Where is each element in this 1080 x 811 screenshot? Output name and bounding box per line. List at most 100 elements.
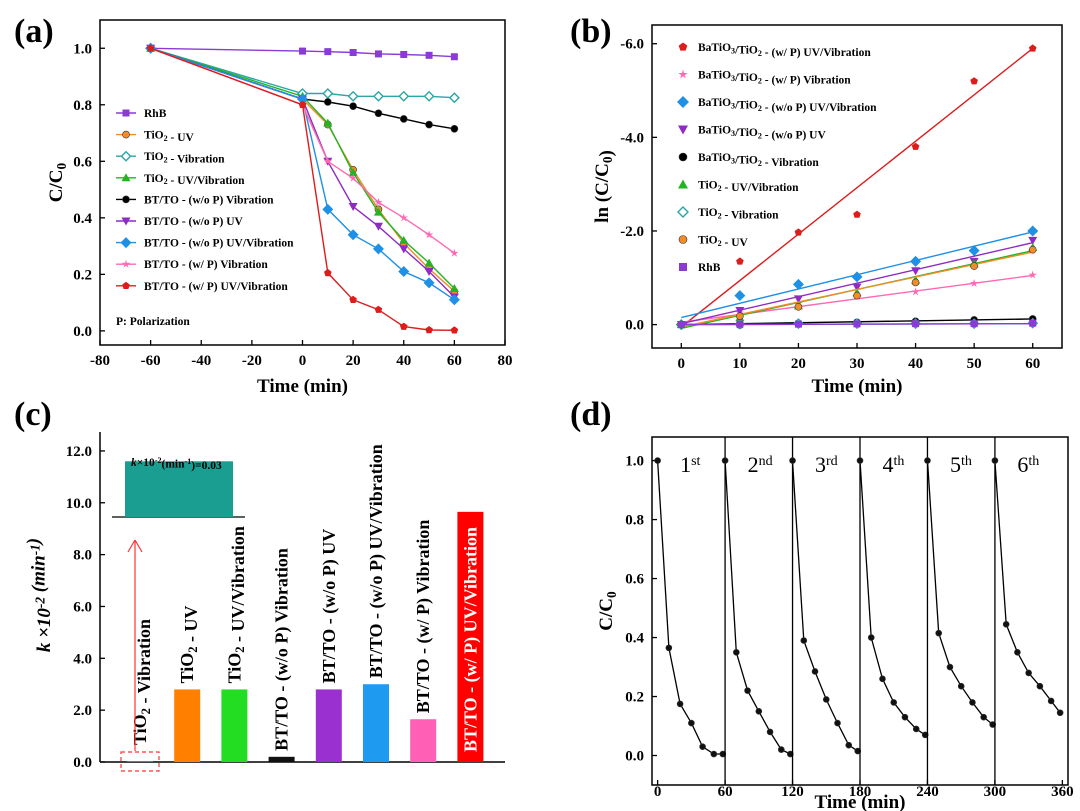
legend-marker	[678, 235, 688, 244]
data-point-bt-to-w-o-p-vibration	[399, 115, 408, 123]
data-point-bt-to-w-p-vibration	[323, 156, 333, 165]
x-tick-label: 0	[299, 353, 307, 369]
data-point-tio2-uv	[970, 262, 978, 270]
data-point-bt-to-w-o-p-vibration	[450, 125, 459, 133]
data-point-batio3-tio2-w-o-p-uv-vibration	[734, 290, 746, 302]
data-point-batio3-tio2-w-p-uv-vibration	[1028, 44, 1037, 52]
bar-label-bt-to-w-p-vibration: BT/TO - (w/ P) Vibration	[413, 520, 434, 714]
data-point-bt-to-w-p-uv-vibration	[425, 326, 433, 334]
cycle-point-1	[688, 719, 695, 727]
cycle-point-2	[766, 728, 774, 736]
y-tick-label: 0.0	[625, 749, 644, 765]
x-tick-label: 20	[791, 356, 806, 372]
legend-marker	[122, 109, 130, 117]
legend-marker	[122, 281, 130, 289]
cycle-point-3	[822, 696, 830, 703]
x-tick-label: -40	[191, 353, 211, 369]
cycle-point-5	[980, 713, 987, 721]
data-point-tio2-vibration	[398, 90, 410, 102]
legend-entry-tio2-vibration: TiO2 - Vibration	[698, 207, 779, 221]
x-tick-label: 120	[781, 784, 804, 800]
legend-entry-bt-to-w-p-uv-vibration: BT/TO - (w/ P) UV/Vibration	[144, 281, 288, 293]
bar-bt-to-w-p-uv-vibration	[457, 511, 484, 762]
panel-label-a: (a)	[14, 13, 54, 50]
bar-bt-to-w-o-p-uv	[315, 689, 342, 762]
series-line-bt-to-w-o-p-uv	[150, 47, 455, 298]
legend-entry-rhb: RhB	[144, 108, 167, 120]
y-tick-label: 0.0	[625, 318, 644, 334]
panel-label-c: (c)	[14, 396, 52, 433]
y-tick-label: 1.0	[73, 41, 92, 57]
data-point-rhb	[425, 51, 433, 59]
x-tick-label: -80	[90, 353, 110, 369]
series-line-bt-to-w-o-p-uv-vibration	[150, 47, 455, 301]
cycle-point-4	[879, 675, 886, 683]
bar-bt-to-w-p-vibration	[410, 719, 437, 762]
data-point-batio3-tio2-w-p-uv-vibration	[853, 210, 861, 218]
y-axis-title: C/C0	[46, 162, 69, 202]
cycle-point-4	[912, 725, 920, 733]
y-tick-label: 6.0	[73, 599, 92, 615]
cycle-label-6: 6th	[1017, 452, 1039, 477]
data-point-rhb	[450, 53, 458, 61]
cycle-point-1	[676, 700, 684, 708]
data-point-bt-to-w-p-vibration	[348, 173, 358, 182]
inset-bar-tio2-vibration	[125, 461, 233, 517]
data-point-tio2-uv	[794, 303, 803, 311]
data-point-bt-to-w-p-uv-vibration	[298, 100, 307, 108]
data-point-bt-to-w-o-p-uv-vibration	[448, 294, 460, 306]
data-point-rhb	[912, 320, 920, 328]
data-point-tio2-uv-vibration	[424, 258, 434, 267]
data-point-batio3-tio2-w-p-uv-vibration	[794, 228, 803, 236]
y-tick-label: 0.0	[73, 324, 92, 340]
data-point-bt-to-w-p-uv-vibration	[450, 326, 459, 334]
cycle-point-1	[654, 457, 661, 464]
cycle-point-3	[834, 719, 841, 727]
data-point-batio3-tio2-w-p-uv-vibration	[736, 257, 744, 265]
data-point-rhb	[677, 321, 685, 329]
legend-marker	[678, 179, 688, 189]
data-point-bt-to-w-o-p-uv-vibration	[398, 266, 410, 278]
cycle-point-3	[854, 747, 862, 755]
x-tick-label: -60	[141, 353, 161, 369]
data-point-tio2-vibration	[423, 90, 435, 102]
inset-value-label: k×10-2(min-1)=0.03	[131, 456, 222, 472]
data-point-tio2-uv-vibration	[323, 118, 333, 127]
x-tick-label: 80	[498, 353, 513, 369]
cycle-point-5	[924, 457, 931, 464]
series-line-tio2-uv	[150, 47, 455, 292]
cycle-point-3	[800, 637, 808, 644]
data-point-bt-to-w-p-vibration	[450, 248, 459, 257]
legend-marker	[678, 125, 688, 135]
y-tick-label: 0.2	[73, 267, 92, 283]
data-point-bt-to-w-p-vibration	[374, 197, 383, 206]
legend-entry-batio3-tio2-w-o-p-uv: BaTiO3/TiO2 - (w/o P) UV	[698, 125, 826, 142]
bar-bt-to-w-o-p-vibration	[268, 756, 295, 762]
inset-arrow-head	[127, 539, 136, 553]
cycle-point-6	[1056, 709, 1064, 717]
x-tick-label: 60	[1025, 356, 1040, 372]
legend-marker	[677, 96, 689, 108]
data-point-rhb	[970, 320, 978, 328]
data-point-bt-to-w-o-p-uv	[424, 268, 434, 277]
bar-label-tio2-vibration: TiO2 - Vibration	[130, 619, 154, 745]
data-point-bt-to-w-p-vibration	[424, 230, 434, 239]
cycle-point-2	[721, 457, 729, 464]
data-point-tio2-uv-vibration	[348, 168, 358, 177]
legend-entry-bt-to-w-o-p-vibration: BT/TO - (w/o P) Vibration	[144, 194, 274, 206]
y-axis-title: ln (C/C0)	[592, 150, 617, 223]
data-point-tio2-vibration	[347, 90, 359, 102]
bar-tio2-vibration	[127, 761, 153, 762]
y-tick-label: 0.6	[625, 572, 644, 588]
legend-marker	[679, 263, 687, 271]
data-point-bt-to-w-p-vibration	[399, 213, 408, 222]
data-point-batio3-tio2-w-o-p-uv-vibration	[910, 255, 922, 267]
bar-tio2-uv	[174, 689, 201, 762]
x-tick-label: 10	[732, 356, 747, 372]
cycle-point-3	[811, 668, 819, 675]
inset-arrow-head	[134, 539, 143, 553]
cycle-point-5	[935, 629, 943, 637]
cycle-point-5	[946, 663, 954, 671]
annotation-polarization: P: Polarization	[116, 316, 190, 328]
